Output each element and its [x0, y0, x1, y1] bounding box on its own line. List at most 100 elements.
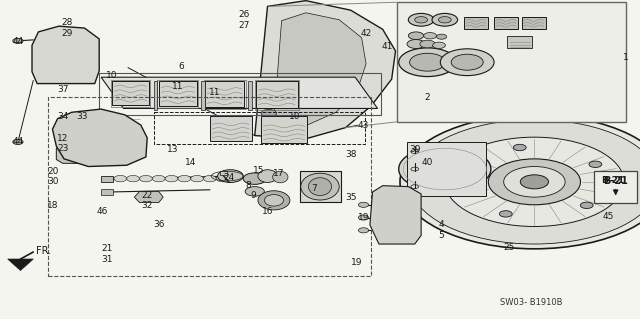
- Bar: [101, 189, 113, 195]
- Text: 8: 8: [246, 181, 251, 189]
- Text: 29: 29: [61, 29, 73, 38]
- Text: 25: 25: [503, 243, 515, 252]
- Text: 38: 38: [345, 150, 356, 159]
- Bar: [507, 36, 532, 48]
- Bar: [44, 46, 90, 77]
- Text: 44: 44: [12, 137, 24, 146]
- Circle shape: [13, 38, 23, 43]
- Bar: [255, 80, 299, 110]
- Bar: [522, 17, 546, 29]
- Text: 11: 11: [209, 88, 220, 97]
- Text: SW03- B1910B: SW03- B1910B: [500, 298, 563, 307]
- Bar: [157, 80, 198, 108]
- Circle shape: [358, 202, 369, 207]
- Text: 33: 33: [76, 112, 88, 121]
- Bar: [204, 80, 246, 109]
- Text: 11: 11: [172, 82, 184, 91]
- Circle shape: [204, 175, 216, 182]
- Circle shape: [432, 13, 458, 26]
- Ellipse shape: [83, 115, 119, 128]
- Polygon shape: [255, 1, 396, 139]
- Text: B-21: B-21: [604, 176, 628, 186]
- Circle shape: [243, 173, 266, 184]
- Circle shape: [93, 131, 109, 138]
- Text: 43: 43: [358, 121, 369, 130]
- Circle shape: [399, 146, 491, 192]
- Ellipse shape: [258, 191, 290, 210]
- Circle shape: [504, 167, 565, 197]
- Bar: [300, 171, 341, 202]
- Text: 17: 17: [273, 169, 284, 178]
- Bar: [205, 81, 244, 107]
- Text: 19: 19: [358, 213, 369, 222]
- Circle shape: [114, 175, 127, 182]
- Text: 20: 20: [47, 167, 59, 176]
- Polygon shape: [407, 142, 486, 196]
- Text: 26: 26: [239, 10, 250, 19]
- Polygon shape: [56, 144, 101, 163]
- Circle shape: [580, 202, 593, 209]
- Text: 23: 23: [57, 144, 68, 153]
- Circle shape: [152, 175, 165, 182]
- Circle shape: [440, 49, 494, 76]
- Circle shape: [93, 144, 109, 151]
- Bar: [112, 81, 149, 105]
- Text: 24: 24: [223, 173, 235, 182]
- Circle shape: [140, 175, 152, 182]
- Circle shape: [458, 175, 471, 182]
- Polygon shape: [52, 109, 147, 167]
- Ellipse shape: [83, 128, 119, 141]
- Text: 14: 14: [185, 158, 196, 167]
- Circle shape: [358, 228, 369, 233]
- Circle shape: [436, 34, 447, 39]
- Circle shape: [407, 40, 425, 48]
- Ellipse shape: [258, 170, 277, 182]
- Bar: [210, 116, 252, 141]
- Text: 30: 30: [47, 177, 59, 186]
- Text: 45: 45: [602, 212, 614, 221]
- Text: 34: 34: [57, 112, 68, 121]
- Circle shape: [499, 211, 512, 217]
- Polygon shape: [8, 259, 33, 271]
- Text: 46: 46: [97, 207, 108, 216]
- Circle shape: [427, 160, 463, 178]
- Bar: [494, 17, 518, 29]
- Circle shape: [424, 33, 436, 39]
- Text: 15: 15: [253, 166, 265, 175]
- Circle shape: [127, 175, 140, 182]
- Circle shape: [413, 153, 477, 185]
- Circle shape: [415, 17, 428, 23]
- Circle shape: [445, 137, 624, 226]
- Ellipse shape: [301, 173, 339, 200]
- Circle shape: [245, 187, 264, 196]
- Circle shape: [420, 40, 435, 48]
- Text: 28: 28: [61, 18, 73, 27]
- Circle shape: [438, 17, 451, 23]
- Text: 22: 22: [141, 191, 153, 200]
- Text: 32: 32: [141, 201, 153, 210]
- Circle shape: [358, 215, 369, 220]
- Bar: [248, 81, 252, 110]
- Text: 10: 10: [106, 71, 118, 80]
- Circle shape: [436, 165, 454, 174]
- Circle shape: [513, 144, 526, 151]
- Bar: [159, 81, 197, 106]
- Text: 40: 40: [422, 158, 433, 167]
- Bar: [594, 171, 637, 203]
- Circle shape: [165, 175, 178, 182]
- Text: 19: 19: [351, 258, 363, 267]
- Ellipse shape: [264, 195, 284, 206]
- Text: 16: 16: [262, 207, 273, 216]
- Bar: [48, 97, 371, 276]
- Polygon shape: [274, 13, 366, 125]
- Text: 35: 35: [345, 193, 356, 202]
- Text: 13: 13: [167, 145, 179, 154]
- Text: 10: 10: [289, 112, 300, 121]
- Text: 6: 6: [179, 62, 184, 71]
- Text: 4: 4: [439, 220, 444, 229]
- Circle shape: [400, 115, 640, 249]
- Text: 18: 18: [47, 201, 59, 210]
- Bar: [111, 80, 150, 107]
- Text: 27: 27: [239, 21, 250, 30]
- Bar: [99, 73, 381, 115]
